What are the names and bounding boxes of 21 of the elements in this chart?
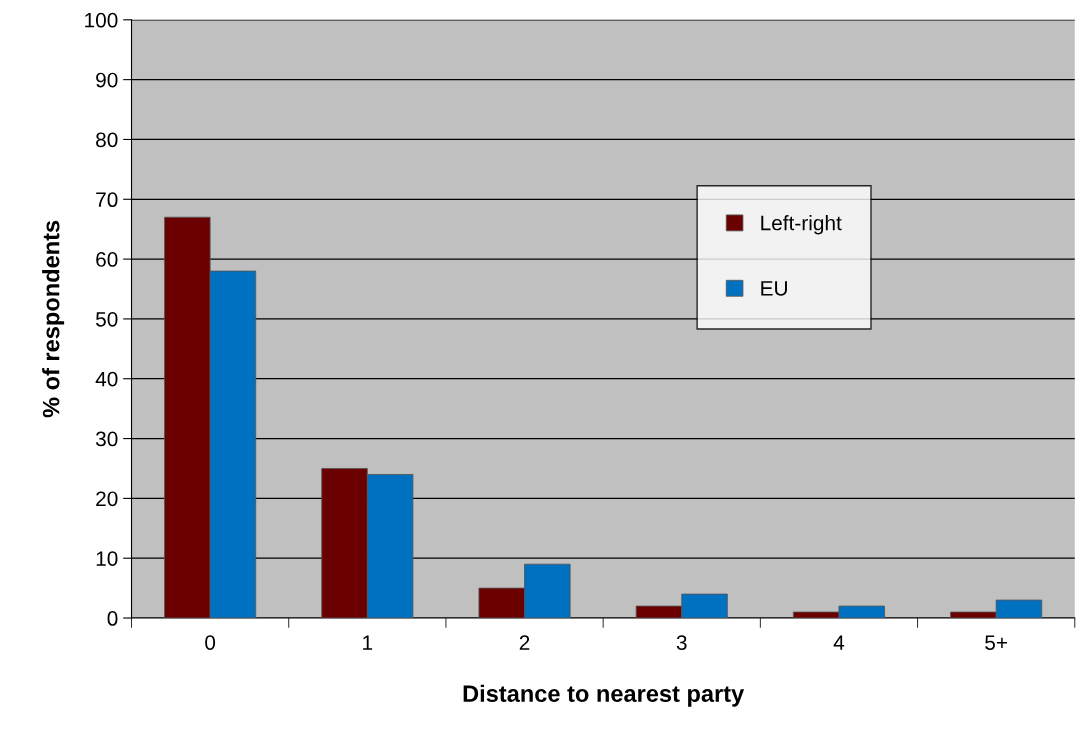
y-tick-label: 90 bbox=[96, 72, 118, 88]
y-tick-label: 80 bbox=[96, 132, 118, 148]
y-tick-label: 100 bbox=[85, 12, 118, 28]
y-tick-label: 40 bbox=[95, 371, 118, 387]
x-axis-title: Distance to nearest party bbox=[463, 684, 745, 707]
y-tick-label: 60 bbox=[96, 252, 118, 267]
x-tick-label: 1 bbox=[363, 635, 373, 650]
legend-label: EU bbox=[761, 281, 787, 296]
x-tick-label: 2 bbox=[519, 635, 530, 650]
y-tick-label: 30 bbox=[95, 431, 118, 447]
x-tick-label: 0 bbox=[205, 635, 216, 650]
y-tick-label: 0 bbox=[107, 611, 118, 626]
y-axis-title: % of respondents bbox=[42, 220, 65, 418]
x-tick-label: 3 bbox=[676, 635, 687, 650]
y-tick-label: 20 bbox=[96, 491, 118, 507]
y-tick-label: 10 bbox=[96, 551, 118, 566]
y-tick-label: 70 bbox=[96, 192, 118, 208]
x-tick-label: 4 bbox=[833, 635, 845, 650]
x-tick-label: 5+ bbox=[985, 635, 1008, 650]
y-tick-label: 50 bbox=[95, 311, 118, 327]
legend-label: Left-right bbox=[761, 215, 842, 235]
